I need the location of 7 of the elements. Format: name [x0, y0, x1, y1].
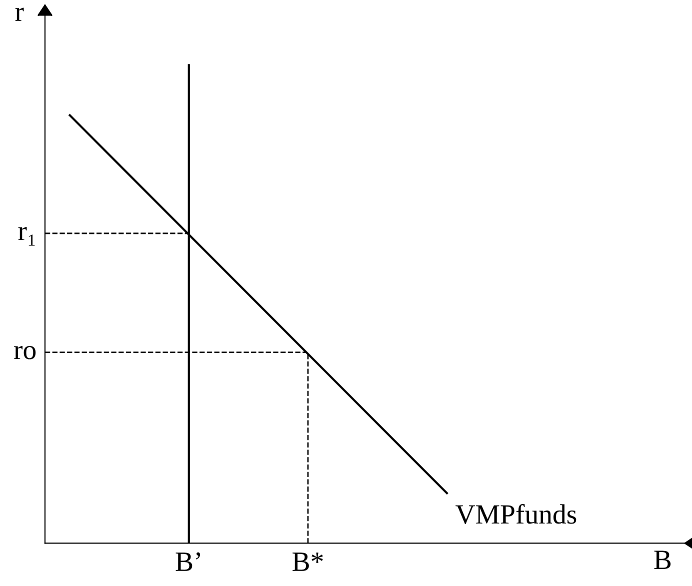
- x-tick-label: B’: [176, 552, 200, 571]
- ref-line-label: ro: [14, 346, 36, 360]
- text: B: [654, 550, 671, 570]
- y-axis-title: r: [15, 8, 24, 21]
- series-label: VMPfunds: [456, 504, 576, 524]
- x-tick-label: B*: [292, 552, 323, 571]
- ref-line-label: r₁: [18, 226, 35, 246]
